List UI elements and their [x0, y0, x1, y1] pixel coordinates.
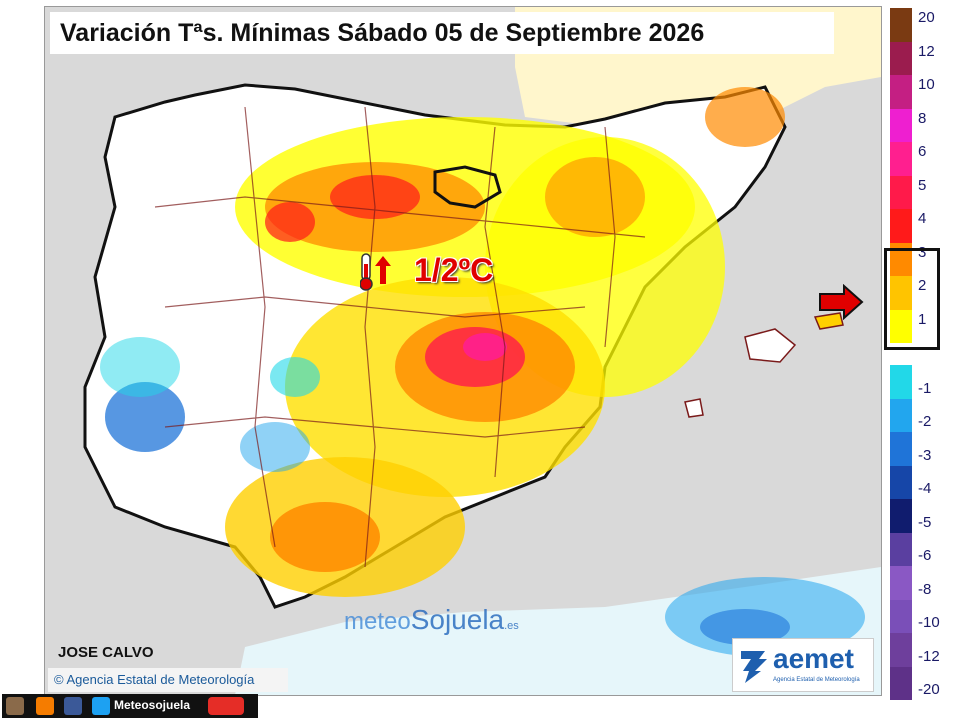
anomaly-orange-south	[270, 502, 380, 572]
legend-swatch	[890, 599, 912, 633]
mallorca-island	[744, 328, 797, 363]
legend-swatch	[890, 499, 912, 533]
legend-swatch	[890, 142, 912, 176]
legend-swatch	[890, 309, 912, 343]
legend-swatch	[890, 532, 912, 566]
legend-label: 10	[918, 76, 935, 93]
youtube-icon[interactable]	[208, 697, 244, 715]
legend-highlight-box	[884, 248, 940, 350]
legend-label: -1	[918, 379, 932, 397]
menorca-island	[813, 312, 844, 330]
meteosojuela-watermark: meteoSojuela.es	[344, 604, 519, 636]
provincial-borders	[154, 106, 646, 568]
watermark-part2: Sojuela	[410, 604, 505, 635]
legend-swatch	[890, 398, 912, 432]
anomaly-blue-west	[105, 382, 185, 452]
anomaly-red-northwest	[265, 202, 315, 242]
legend-label: 4	[918, 210, 927, 227]
legend-label: 1	[918, 310, 927, 328]
legend-label: -3	[918, 446, 932, 464]
legend-label: 20	[918, 9, 935, 26]
map-title: Variación Tªs. Mínimas Sábado 05 de Sept…	[50, 12, 834, 54]
legend-swatch	[890, 276, 912, 310]
legend-label: -20	[918, 681, 940, 698]
legend-label: 6	[918, 143, 927, 160]
legend-label: -10	[918, 614, 940, 631]
agency-credit-text: Agencia Estatal de Meteorología	[66, 672, 255, 687]
legend-swatch	[890, 633, 912, 667]
aemet-logo: aemet Agencia Estatal de Meteorología	[732, 638, 874, 692]
social-handle[interactable]: Meteosojuela	[114, 698, 191, 712]
thermometer-rising-icon	[360, 253, 391, 291]
watermark-suffix: .es	[504, 620, 519, 632]
anomaly-cyan-west-center	[270, 357, 320, 397]
facebook-icon[interactable]	[64, 697, 82, 715]
aemet-swirl-icon	[741, 651, 767, 683]
anomaly-pink-center	[463, 333, 507, 361]
legend-label: -4	[918, 480, 932, 497]
twitter-icon[interactable]	[92, 697, 110, 715]
legend-label: 3	[918, 243, 927, 261]
red-arrow-icon	[819, 284, 864, 320]
legend-swatch	[890, 465, 912, 499]
legend-label: -8	[918, 580, 932, 598]
legend-swatch	[890, 8, 912, 42]
legend-label: 2	[918, 277, 927, 294]
aemet-subtitle: Agencia Estatal de Meteorología	[773, 677, 860, 683]
legend-label: -2	[918, 413, 932, 430]
anomaly-deepblue-africa	[700, 609, 790, 645]
instagram-icon[interactable]	[6, 697, 24, 715]
anomaly-orange-east	[545, 157, 645, 237]
legend-swatch	[890, 566, 912, 600]
highlight-value: 1/2ºC	[414, 252, 494, 288]
temperature-map	[44, 6, 882, 696]
legend-label: -12	[918, 647, 940, 665]
aemet-name: aemet	[773, 643, 854, 674]
anomaly-orange-northeast	[705, 87, 785, 147]
legend-swatch	[890, 41, 912, 75]
agency-credit: © Agencia Estatal de Meteorología	[48, 668, 288, 692]
color-legend: 20 12 10 8 6 5 4 3 2 1 -1 -2 -3 -4 -5 -6 -8 -10 -12 -20	[888, 8, 960, 708]
map-canvas	[83, 7, 881, 695]
watermark-part1: meteo	[344, 608, 411, 635]
anomaly-cyan-southwest	[240, 422, 310, 472]
legend-swatch	[890, 75, 912, 109]
legend-swatch	[890, 666, 912, 700]
la-rioja-outline	[433, 165, 502, 209]
legend-label: 8	[918, 109, 927, 127]
ibiza-island	[684, 398, 704, 418]
legend-swatch	[890, 209, 912, 243]
anomaly-cyan-west	[100, 337, 180, 397]
legend-label: -6	[918, 547, 932, 564]
legend-label: 12	[918, 42, 935, 60]
legend-label: -5	[918, 513, 932, 531]
blogger-icon[interactable]	[36, 697, 54, 715]
author-label: JOSE CALVO	[58, 644, 154, 661]
legend-swatch	[890, 432, 912, 466]
social-bar: Meteosojuela	[2, 694, 258, 718]
legend-swatch	[890, 108, 912, 142]
legend-swatch	[890, 175, 912, 209]
legend-label: 5	[918, 176, 927, 194]
legend-swatch	[890, 365, 912, 399]
